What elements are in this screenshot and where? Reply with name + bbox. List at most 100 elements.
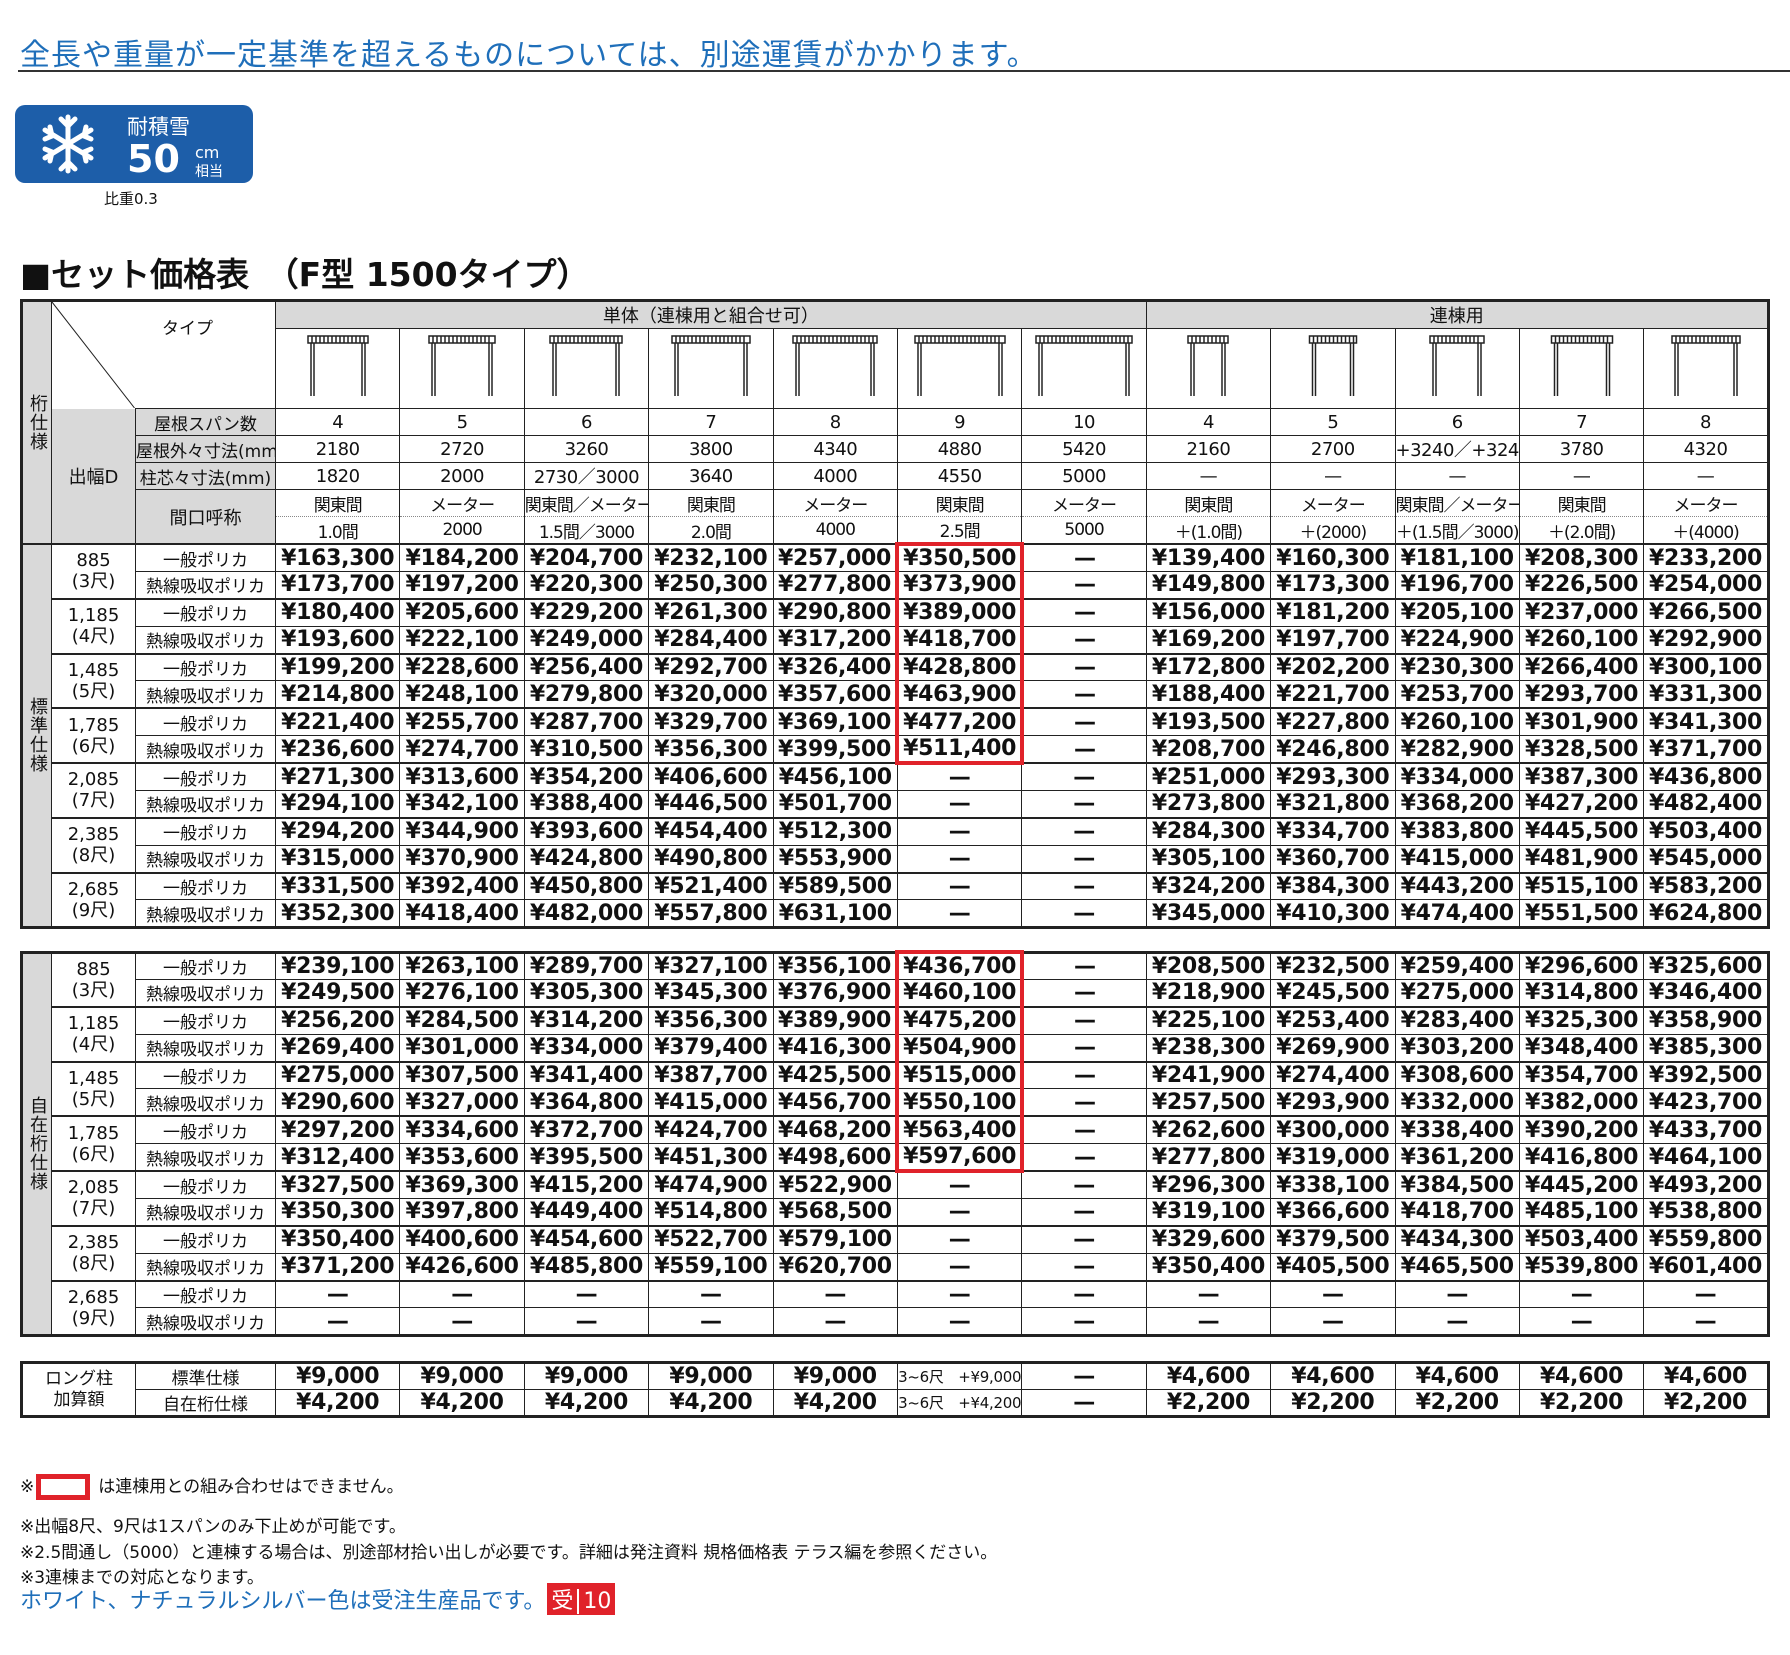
price-row: 1,785 (6尺) 一般ポリカ ¥221,400 ¥255,700 ¥287,700 ¥3…: [22, 707, 1769, 764]
header-value: 5420: [1021, 435, 1147, 463]
price: ¥557,800: [648, 899, 774, 928]
price: ¥360,700: [1270, 844, 1396, 874]
header-row: 出幅D 屋根スパン数 4 5 6 7 8 9 10 4 5 6 7 8: [22, 408, 1769, 545]
size-cell: 1,485 (5尺): [51, 1060, 136, 1117]
price: ¥300,100: [1643, 652, 1769, 682]
size-width: 2,685: [67, 878, 120, 900]
section-title: ■セット価格表 （F型 1500タイプ）: [20, 255, 590, 294]
price: ¥392,500: [1643, 1060, 1769, 1090]
size-width: 1,185: [67, 1013, 120, 1035]
price: ¥282,900: [1394, 735, 1520, 764]
header-value: 3780: [1518, 435, 1645, 463]
price: ¥434,300: [1394, 1224, 1520, 1254]
price: ¥315,000: [274, 844, 401, 874]
header-value: 関東間: [274, 489, 401, 517]
price-row: 熱線吸収ポリカ ¥236,600 ¥274,700 ¥310,500 ¥356,300 ¥…: [22, 735, 1769, 766]
size-shaku: (3尺): [71, 571, 116, 593]
size-cell: 1,485 (5尺): [51, 652, 136, 709]
price: ¥2,200: [1394, 1389, 1520, 1417]
size-shaku: (6尺): [71, 1143, 116, 1165]
table-header: 桁仕様 タイプ 単体（連棟用と組合せ可） 連棟用 出幅D 屋根スパン数 4 5 6 7 8 9 10 4 5…: [21, 300, 1769, 545]
price: ¥426,600: [399, 1252, 525, 1282]
material: 一般ポリカ: [135, 1170, 276, 1200]
header-value: —: [1145, 462, 1272, 490]
price: ¥370,900: [399, 844, 525, 874]
price: ¥350,500: [895, 542, 1024, 572]
size-shaku: (9尺): [71, 1307, 116, 1329]
price: ¥415,200: [523, 1170, 650, 1200]
size-shaku: (7尺): [71, 790, 116, 812]
material: 一般ポリカ: [135, 543, 276, 572]
price: ¥418,700: [1394, 1198, 1520, 1227]
header-value: 1.5間／3000: [523, 516, 650, 545]
price: ¥297,200: [274, 1115, 401, 1145]
price: ¥418,400: [399, 899, 525, 928]
price: ¥341,300: [1643, 707, 1769, 737]
header-value: —: [1270, 462, 1396, 490]
price: ¥221,700: [1270, 680, 1396, 709]
price: ¥4,200: [648, 1389, 774, 1417]
price: ¥545,000: [1643, 844, 1769, 874]
type-label: タイプ: [162, 319, 213, 339]
price: ¥233,200: [1643, 543, 1769, 572]
type-icon: [549, 335, 624, 396]
price: ¥356,100: [772, 951, 898, 980]
price-row: 熱線吸収ポリカ ¥249,500 ¥276,100 ¥305,300 ¥345,300 ¥…: [22, 978, 1769, 1008]
price-row: 2,685 (9尺) 一般ポリカ ¥331,500 ¥392,400 ¥450,800 ¥5…: [22, 871, 1769, 928]
price: —: [1021, 951, 1147, 980]
material: 熱線吸収ポリカ: [135, 680, 276, 709]
price: ¥4,600: [1643, 1362, 1769, 1390]
price: ¥384,300: [1270, 871, 1396, 901]
price: ¥169,200: [1145, 625, 1272, 655]
material: 一般ポリカ: [135, 762, 276, 792]
corner-label: 桁仕様: [21, 300, 52, 545]
price-row: 標準仕様 885 (3尺) 一般ポリカ ¥163,300 ¥184,200 ¥204,700…: [21, 542, 1769, 928]
price: ¥241,900: [1145, 1060, 1272, 1090]
price: ¥454,600: [523, 1224, 650, 1254]
header-value: 4340: [772, 435, 898, 463]
price: ¥481,900: [1518, 844, 1645, 874]
header-value: —: [1394, 462, 1520, 490]
title-rule: [18, 70, 1790, 72]
price: ¥456,700: [772, 1088, 898, 1117]
header-value: 関東間: [896, 489, 1023, 517]
price: ¥257,000: [772, 543, 898, 572]
price-row: 1,785 (6尺) 一般ポリカ ¥297,200 ¥334,600 ¥372,700 ¥4…: [22, 1115, 1769, 1172]
type-icon: [913, 335, 1006, 396]
price: ¥261,300: [648, 597, 774, 627]
price: ¥205,600: [399, 597, 525, 627]
price: ¥415,000: [648, 1088, 774, 1117]
price: ¥583,200: [1643, 871, 1769, 901]
price: ¥352,300: [274, 899, 401, 928]
header-value: 4: [1145, 408, 1272, 436]
header-value: —: [1518, 462, 1645, 490]
long-spec: 標準仕様: [135, 1362, 276, 1390]
price: —: [896, 1198, 1023, 1227]
size-width: 2,085: [67, 769, 120, 791]
size-width: 2,085: [67, 1177, 120, 1199]
price: ¥296,300: [1145, 1170, 1272, 1200]
price: ¥553,900: [772, 844, 898, 874]
price: —: [1270, 1307, 1396, 1336]
section-body: 自在桁仕様 885 (3尺) 一般ポリカ ¥239,100 ¥263,100 ¥289,70…: [21, 950, 1769, 1336]
price: —: [1145, 1279, 1272, 1309]
price: ¥277,800: [772, 570, 898, 600]
price: ¥332,000: [1394, 1088, 1520, 1117]
size-shaku: (9尺): [71, 899, 116, 921]
header-value: 関東間: [1518, 489, 1645, 517]
price: ¥364,800: [523, 1088, 650, 1117]
price: ¥334,700: [1270, 816, 1396, 846]
price: ¥199,200: [274, 652, 401, 682]
header-value: 3640: [648, 462, 774, 490]
header-value: 関東間／メーター: [1394, 489, 1520, 517]
price: ¥266,400: [1518, 652, 1645, 682]
price: ¥406,600: [648, 762, 774, 792]
price: ¥424,800: [523, 844, 650, 874]
price: —: [648, 1307, 774, 1336]
price: ¥273,800: [1145, 790, 1272, 819]
header-value: 6: [1394, 408, 1520, 436]
price: ¥563,400: [895, 1115, 1024, 1145]
long-row: ロング柱 加算額 標準仕様 ¥9,000 ¥9,000 ¥9,000 ¥9,000 ¥9,00…: [21, 1362, 1769, 1417]
icon-row: [22, 328, 1769, 409]
